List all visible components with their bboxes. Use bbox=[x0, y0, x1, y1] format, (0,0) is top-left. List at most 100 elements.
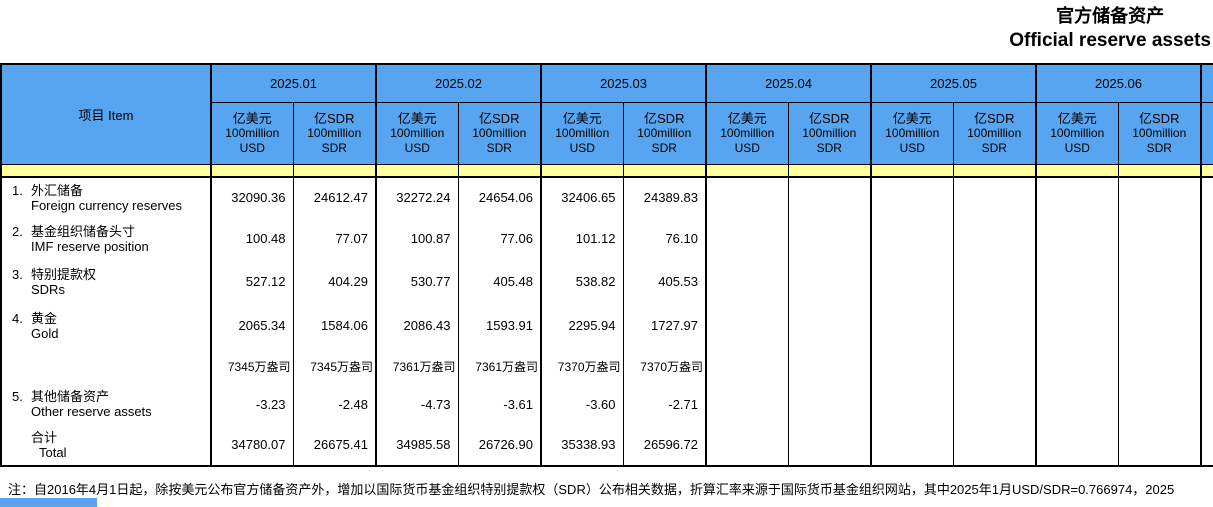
item-label: 2. 基金组织储备头寸 IMF reserve position bbox=[12, 223, 149, 254]
value-cell bbox=[952, 384, 1036, 424]
value-cell bbox=[952, 348, 1036, 384]
value-cell-partial bbox=[1200, 424, 1213, 466]
yellow-cell bbox=[705, 164, 788, 178]
item-label: 5. 其他储备资产 Other reserve assets bbox=[12, 389, 152, 419]
value-cell: 100.48 bbox=[210, 217, 293, 260]
value-cell-partial bbox=[1200, 348, 1213, 384]
value-cell: 34780.07 bbox=[210, 424, 293, 466]
unit-header-usd: 亿美元 100million USD bbox=[210, 102, 293, 165]
value-cell: -3.23 bbox=[210, 384, 293, 424]
table-row: 1. 外汇储备 Foreign currency reserves 32090.3… bbox=[1, 177, 1213, 217]
value-cell: 2065.34 bbox=[210, 303, 293, 348]
unit-header-usd-partial: 亿美元 100million USD bbox=[1200, 102, 1213, 165]
value-cell: 1593.91 bbox=[457, 303, 541, 348]
value-cell bbox=[787, 348, 871, 384]
value-cell bbox=[870, 424, 953, 466]
yellow-cell bbox=[622, 164, 706, 178]
value-cell: 2086.43 bbox=[375, 303, 458, 348]
value-cell bbox=[705, 424, 788, 466]
value-cell: 76.10 bbox=[622, 217, 706, 260]
yellow-cell bbox=[1, 164, 211, 178]
table-row: 3. 特别提款权 SDRs 527.12 404.29 530.77 405.48… bbox=[1, 260, 1213, 303]
value-cell: 24389.83 bbox=[622, 177, 706, 217]
month-header: 2025.05 bbox=[870, 64, 1036, 103]
value-cell-partial bbox=[1200, 217, 1213, 260]
value-cell: 1727.97 bbox=[622, 303, 706, 348]
unit-header-usd: 亿美元 100million USD bbox=[1035, 102, 1118, 165]
table-row-gold-ounces: 7345万盎司 7345万盎司 7361万盎司 7361万盎司 7370万盎司 … bbox=[1, 348, 1213, 384]
value-cell bbox=[1117, 303, 1201, 348]
value-cell: 101.12 bbox=[540, 217, 623, 260]
value-cell: 32090.36 bbox=[210, 177, 293, 217]
value-cell: -2.71 bbox=[622, 384, 706, 424]
value-cell bbox=[952, 260, 1036, 303]
month-header: 2025.02 bbox=[375, 64, 541, 103]
value-cell bbox=[787, 217, 871, 260]
value-cell bbox=[1117, 217, 1201, 260]
value-cell: 7370万盎司 bbox=[622, 348, 706, 384]
value-cell: 527.12 bbox=[210, 260, 293, 303]
item-label: 1. 外汇储备 Foreign currency reserves bbox=[12, 182, 182, 213]
value-cell bbox=[787, 303, 871, 348]
unit-header-sdr: 亿SDR 100million SDR bbox=[457, 102, 541, 165]
value-cell bbox=[870, 217, 953, 260]
value-cell: -2.48 bbox=[292, 384, 376, 424]
value-cell bbox=[705, 348, 788, 384]
item-label: 合计 Total bbox=[31, 429, 67, 460]
value-cell bbox=[1035, 303, 1118, 348]
value-cell bbox=[1035, 424, 1118, 466]
table-row: 2. 基金组织储备头寸 IMF reserve position 100.48 7… bbox=[1, 217, 1213, 260]
item-column-header: 项目 Item bbox=[1, 64, 211, 165]
official-reserve-assets-table: 项目 Item 2025.01 2025.02 2025.03 2025.04 … bbox=[0, 63, 1213, 467]
yellow-cell bbox=[292, 164, 376, 178]
value-cell-partial bbox=[1200, 384, 1213, 424]
unit-header-sdr: 亿SDR 100million SDR bbox=[622, 102, 706, 165]
unit-header-sdr: 亿SDR 100million SDR bbox=[787, 102, 871, 165]
unit-header-sdr: 亿SDR 100million SDR bbox=[952, 102, 1036, 165]
value-cell: 7370万盎司 bbox=[540, 348, 623, 384]
value-cell-partial bbox=[1200, 177, 1213, 217]
value-cell: 24612.47 bbox=[292, 177, 376, 217]
value-cell: -3.61 bbox=[457, 384, 541, 424]
month-header: 2025.01 bbox=[210, 64, 376, 103]
value-cell bbox=[952, 217, 1036, 260]
value-cell bbox=[952, 303, 1036, 348]
unit-header-usd: 亿美元 100million USD bbox=[705, 102, 788, 165]
page-title-chinese: 官方储备资产 bbox=[1056, 6, 1165, 26]
value-cell bbox=[952, 177, 1036, 217]
value-cell: 100.87 bbox=[375, 217, 458, 260]
value-cell bbox=[1035, 348, 1118, 384]
value-cell bbox=[1035, 384, 1118, 424]
value-cell: 34985.58 bbox=[375, 424, 458, 466]
value-cell bbox=[787, 177, 871, 217]
value-cell: 530.77 bbox=[375, 260, 458, 303]
value-cell bbox=[1035, 260, 1118, 303]
month-header: 2025.04 bbox=[705, 64, 871, 103]
item-label: 4. 黄金 Gold bbox=[12, 310, 59, 341]
value-cell: 7345万盎司 bbox=[210, 348, 293, 384]
value-cell bbox=[1117, 260, 1201, 303]
yellow-cell bbox=[210, 164, 293, 178]
month-header: 2025.06 bbox=[1035, 64, 1201, 103]
table-viewport: 项目 Item 2025.01 2025.02 2025.03 2025.04 … bbox=[0, 63, 1213, 467]
value-cell: 405.53 bbox=[622, 260, 706, 303]
page-title-english: Official reserve assets bbox=[1009, 29, 1211, 51]
yellow-cell bbox=[457, 164, 541, 178]
value-cell bbox=[705, 260, 788, 303]
value-cell: 32272.24 bbox=[375, 177, 458, 217]
page-title: 官方储备资产 Official reserve assets bbox=[1009, 5, 1211, 52]
value-cell: 7345万盎司 bbox=[292, 348, 376, 384]
unit-header-usd: 亿美元 100million USD bbox=[375, 102, 458, 165]
value-cell bbox=[1035, 217, 1118, 260]
value-cell: 2295.94 bbox=[540, 303, 623, 348]
yellow-cell bbox=[870, 164, 953, 178]
value-cell bbox=[952, 424, 1036, 466]
value-cell bbox=[705, 303, 788, 348]
value-cell: 404.29 bbox=[292, 260, 376, 303]
value-cell: 35338.93 bbox=[540, 424, 623, 466]
value-cell: -4.73 bbox=[375, 384, 458, 424]
value-cell bbox=[787, 260, 871, 303]
value-cell bbox=[705, 384, 788, 424]
value-cell: -3.60 bbox=[540, 384, 623, 424]
table-row: 4. 黄金 Gold 2065.34 1584.06 2086.43 1593.9… bbox=[1, 303, 1213, 348]
